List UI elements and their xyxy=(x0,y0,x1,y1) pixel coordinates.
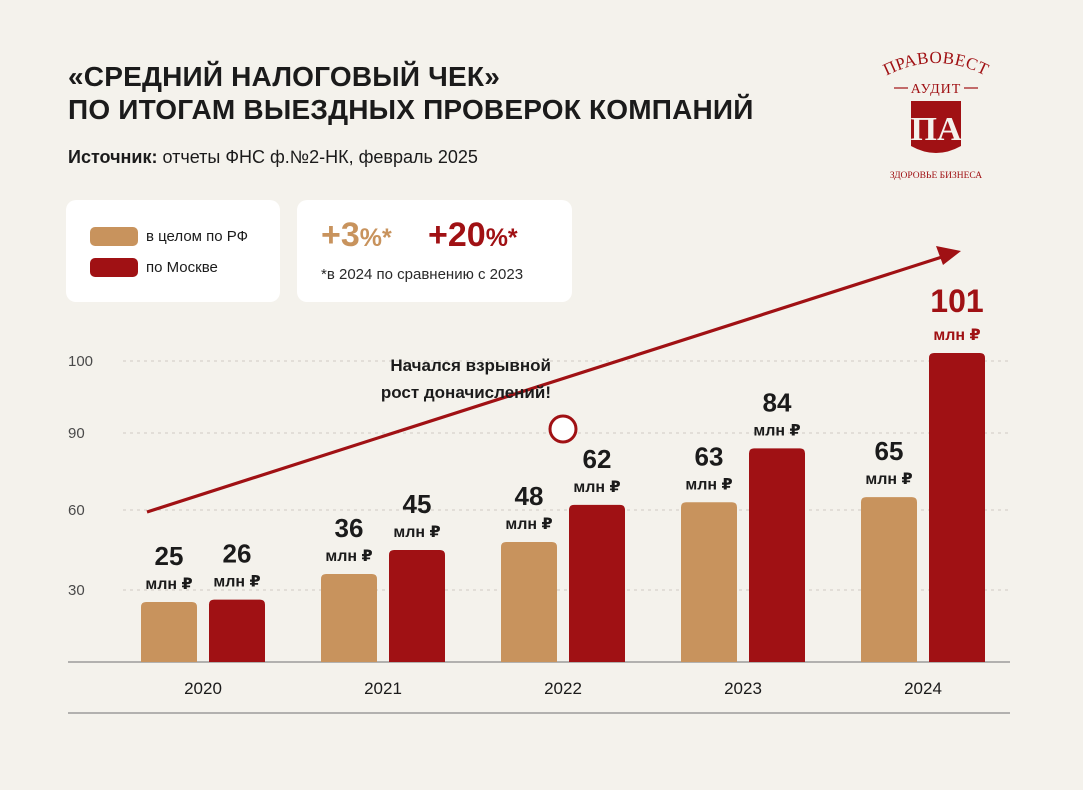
data-label-unit: млн ₽ xyxy=(933,327,980,344)
y-tick-label: 30 xyxy=(68,582,85,599)
growth-note: *в 2024 по сравнению с 2023 xyxy=(321,266,524,283)
bar-moscow-2022 xyxy=(569,504,625,662)
annotation-line1: Начался взрывной xyxy=(390,356,551,375)
growth-rf: +3%* xyxy=(321,216,392,255)
annotation-marker xyxy=(548,414,578,444)
bar-moscow-2020 xyxy=(209,599,265,662)
data-label-value: 84 xyxy=(763,387,792,417)
data-label-unit: млн ₽ xyxy=(865,471,912,488)
data-label-value: 65 xyxy=(875,436,904,466)
y-tick-label: 60 xyxy=(68,502,85,519)
bar-rf-2024 xyxy=(861,497,917,662)
y-tick-label: 100 xyxy=(68,353,93,370)
chart-title-line2: ПО ИТОГАМ ВЫЕЗДНЫХ ПРОВЕРОК КОМПАНИЙ xyxy=(68,94,754,125)
growth-moscow: +20%* xyxy=(428,216,518,255)
legend-item-rf: в целом по РФ xyxy=(90,227,248,246)
logo-tagline: ЗДОРОВЬЕ БИЗНЕСА xyxy=(890,171,982,181)
y-tick-label: 90 xyxy=(68,425,85,442)
data-label-value: 25 xyxy=(155,541,184,571)
shield-icon xyxy=(911,101,961,153)
growth-rf-value: +3 xyxy=(321,216,360,254)
data-label-unit: млн ₽ xyxy=(145,576,192,593)
data-label-unit: млн ₽ xyxy=(573,479,620,496)
legend: в целом по РФ по Москве xyxy=(66,200,280,302)
legend-label-rf: в целом по РФ xyxy=(146,228,249,245)
data-label-unit: млн ₽ xyxy=(325,548,372,565)
bar-rf-2021 xyxy=(321,574,377,662)
x-tick-label: 2024 xyxy=(904,679,942,698)
logo-sub: АУДИТ xyxy=(911,82,962,97)
data-label-unit: млн ₽ xyxy=(505,516,552,533)
chart-title: «СРЕДНИЙ НАЛОГОВЫЙ ЧЕК» ПО ИТОГАМ ВЫЕЗДН… xyxy=(68,60,754,126)
x-tick-label: 2023 xyxy=(724,679,762,698)
data-label-unit: млн ₽ xyxy=(685,476,732,493)
x-tick-label: 2022 xyxy=(544,679,582,698)
bar-rf-2022 xyxy=(501,542,557,662)
data-label-unit: млн ₽ xyxy=(213,574,260,591)
data-label-value: 48 xyxy=(515,481,544,511)
annotation-line2: рост доначислений! xyxy=(381,383,551,402)
source-text: отчеты ФНС ф.№2-НК, февраль 2025 xyxy=(162,147,478,167)
growth-moscow-value: +20 xyxy=(428,216,486,254)
legend-item-moscow: по Москве xyxy=(90,258,218,277)
data-label-value: 62 xyxy=(583,444,612,474)
growth-rf-unit: %* xyxy=(359,224,392,252)
data-label-value: 26 xyxy=(223,539,252,569)
bar-rf-2020 xyxy=(141,602,197,662)
chart-title-line1: «СРЕДНИЙ НАЛОГОВЫЙ ЧЕК» xyxy=(68,61,500,92)
bar-moscow-2021 xyxy=(389,550,445,662)
legend-label-moscow: по Москве xyxy=(146,259,218,276)
logo-monogram: ПА xyxy=(911,111,962,148)
source-label: Источник: xyxy=(68,147,158,167)
data-label-value: 45 xyxy=(403,489,432,519)
data-label-value: 63 xyxy=(695,441,724,471)
data-label-unit: млн ₽ xyxy=(393,524,440,541)
bar-rf-2023 xyxy=(681,502,737,662)
bar-moscow-2024 xyxy=(929,353,985,662)
source-line: Источник: отчеты ФНС ф.№2-НК, февраль 20… xyxy=(68,147,478,168)
growth-card: +3%* +20%* *в 2024 по сравнению с 2023 xyxy=(297,200,572,302)
trend-arrow-line xyxy=(146,255,943,514)
data-label-value: 101 xyxy=(930,283,983,319)
x-tick-label: 2020 xyxy=(184,679,222,698)
company-logo: ПРАВОВЕСТ АУДИТ ПА ЗДОРОВЬЕ БИЗНЕСА xyxy=(880,48,991,181)
data-label-unit: млн ₽ xyxy=(753,422,800,439)
trend-arrow-head xyxy=(936,246,961,265)
legend-swatch-rf xyxy=(90,227,138,246)
x-tick-label: 2021 xyxy=(364,679,402,698)
legend-swatch-moscow xyxy=(90,258,138,277)
growth-moscow-unit: %* xyxy=(485,224,518,252)
data-label-value: 36 xyxy=(335,513,364,543)
bar-moscow-2023 xyxy=(749,448,805,662)
